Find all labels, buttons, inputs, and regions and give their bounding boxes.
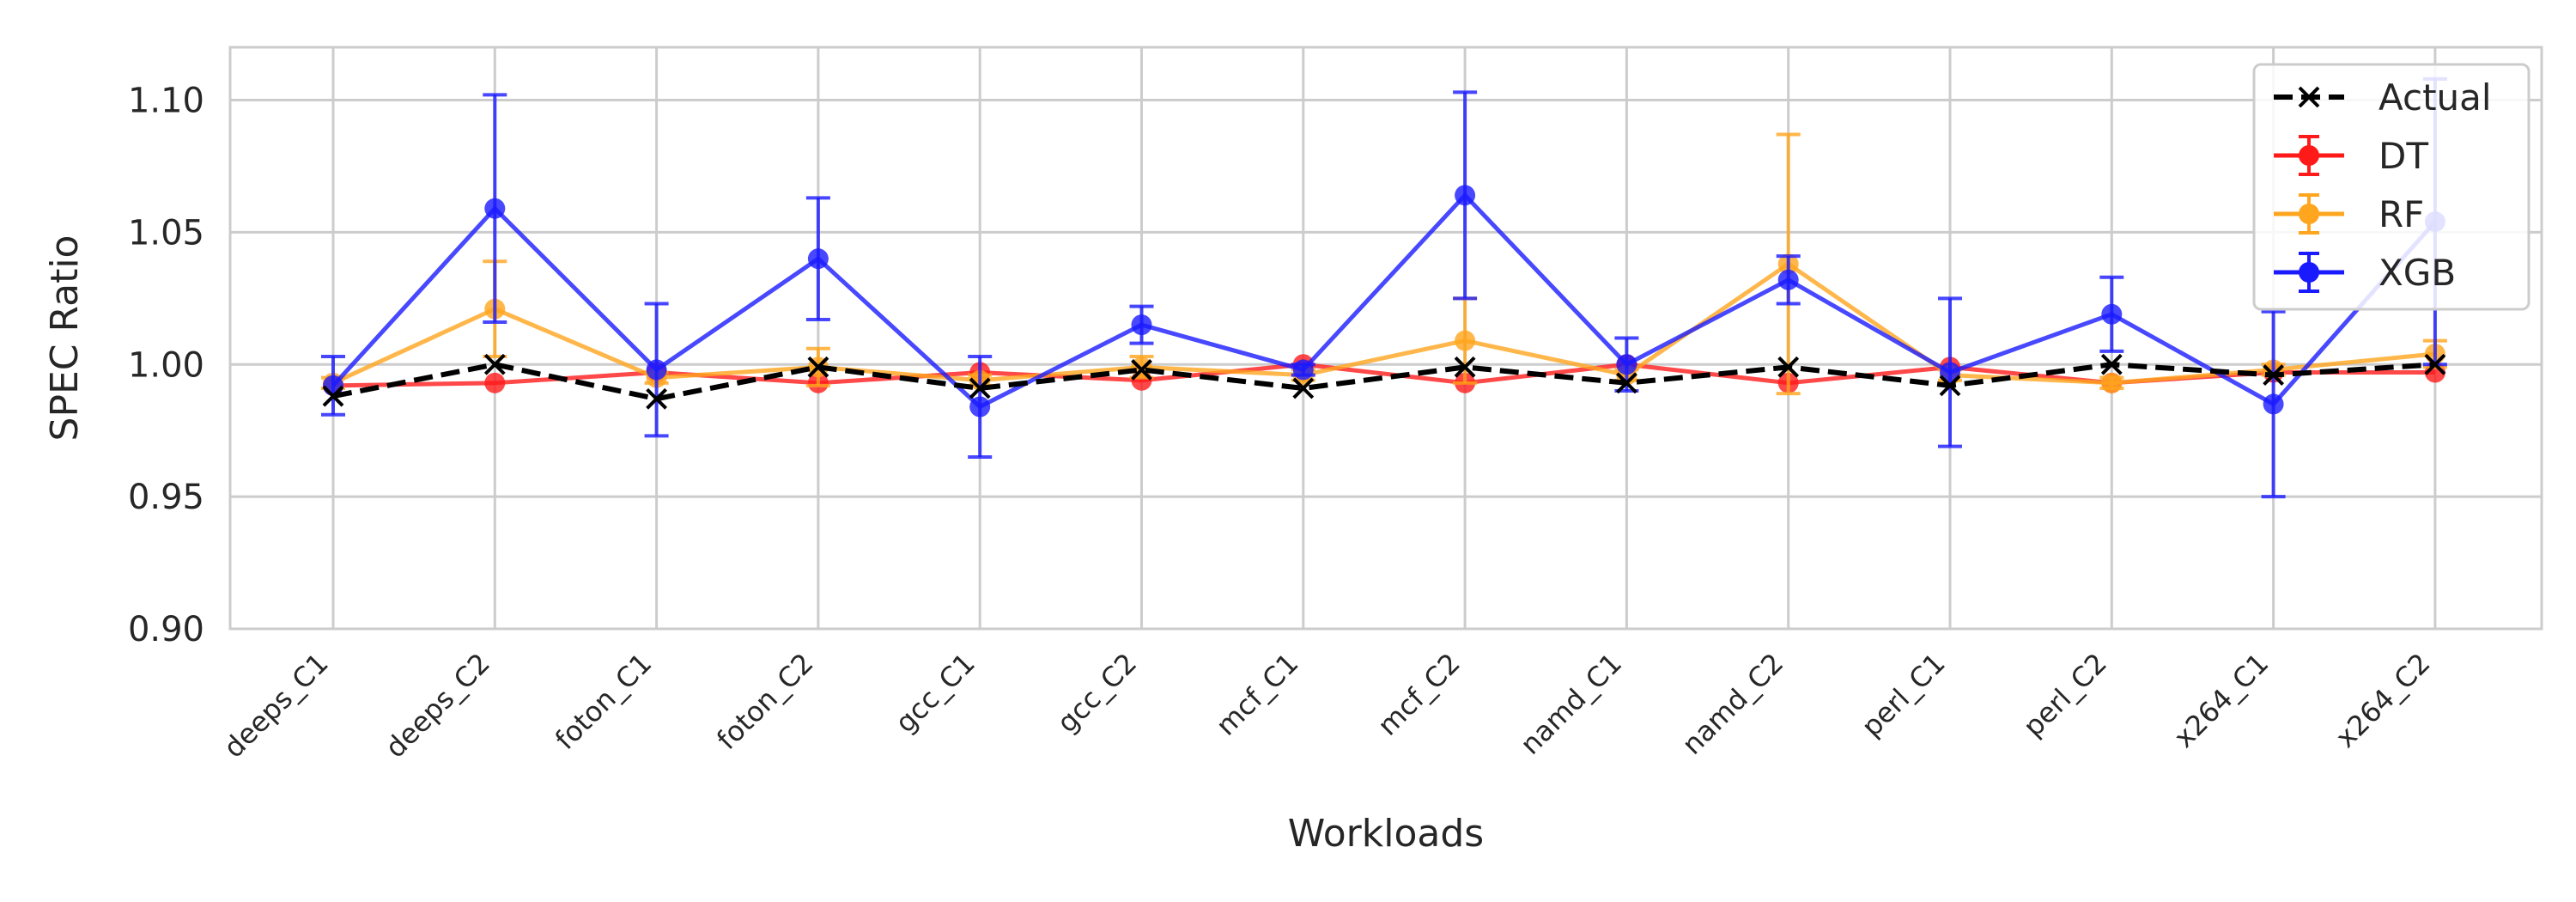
actual-marker-stroke <box>322 385 344 407</box>
legend-item-xgb: XGB <box>2274 252 2456 294</box>
rf-point <box>1455 330 1476 351</box>
x-tick-label: gcc_C1 <box>889 647 981 740</box>
actual-marker-stroke <box>807 356 829 378</box>
legend-item-actual: Actual <box>2274 76 2492 119</box>
actual-marker-stroke <box>1777 356 1800 378</box>
legend-marker <box>2299 262 2319 283</box>
rf-point <box>1131 357 1152 378</box>
xgb-point <box>646 359 667 381</box>
actual-point <box>1131 359 1152 381</box>
legend-marker <box>2298 86 2320 108</box>
actual-point <box>646 387 668 410</box>
actual-line <box>332 362 2436 402</box>
legend-label: XGB <box>2379 252 2456 294</box>
rf-point <box>2101 372 2123 393</box>
legend-item-rf: RF <box>2274 193 2424 235</box>
actual-point <box>1292 377 1315 399</box>
legend-box <box>2252 63 2530 311</box>
y-axis-label: SPEC Ratio <box>43 235 87 442</box>
actual-marker-stroke <box>1131 359 1152 381</box>
xgb-line <box>331 192 2437 410</box>
x-tick-label: mcf_C2 <box>1371 647 1467 742</box>
x-tick-label: perl_C2 <box>2017 647 2113 743</box>
plot-frame <box>228 46 2543 631</box>
actual-marker-stroke <box>1454 356 1476 378</box>
actual-marker-stroke <box>969 377 991 399</box>
actual-point <box>807 356 829 378</box>
plot-area <box>321 76 2447 499</box>
y-tick-label: 0.95 <box>128 478 204 517</box>
x-tick-label: deeps_C2 <box>379 647 496 765</box>
actual-marker-stroke <box>1615 372 1637 394</box>
y-tick-label: 0.90 <box>128 610 204 649</box>
y-tick-label: 1.10 <box>128 82 204 121</box>
xgb-point <box>1292 359 1314 381</box>
actual-point <box>969 377 991 399</box>
legend-marker <box>2299 145 2319 166</box>
grid <box>230 47 2542 631</box>
actual-marker-stroke <box>2100 353 2123 375</box>
x-tick-label: gcc_C2 <box>1051 647 1144 740</box>
xgb-point <box>2263 393 2284 415</box>
legend: Actual DT RF XGB <box>2252 63 2530 311</box>
actual-marker-stroke <box>646 387 668 410</box>
actual-point <box>2100 353 2123 375</box>
actual-marker-stroke <box>483 353 506 375</box>
xgb-point <box>1940 362 1960 383</box>
series-actual <box>322 353 2446 410</box>
actual-point <box>2424 353 2446 375</box>
legend-label: Actual <box>2379 76 2492 119</box>
plot-background <box>230 47 2542 629</box>
xgb-point <box>1455 185 1476 206</box>
dt-point <box>484 372 506 393</box>
actual-point <box>1454 356 1476 378</box>
x-axis-label: Workloads <box>1288 812 1484 856</box>
xgb-point <box>1131 314 1152 336</box>
xgb-point <box>2101 303 2123 325</box>
x-tick-label: mcf_C1 <box>1210 647 1305 742</box>
actual-point <box>2263 364 2285 386</box>
x-tick-label: namd_C1 <box>1514 647 1628 761</box>
actual-point <box>322 385 344 407</box>
actual-marker-stroke <box>2263 364 2285 386</box>
actual-point <box>1777 356 1800 378</box>
legend-label: RF <box>2379 193 2424 235</box>
series-xgb <box>321 76 2447 499</box>
xgb-point <box>1777 269 1799 290</box>
xgb-point <box>1616 354 1637 375</box>
actual-point <box>1615 372 1637 394</box>
y-tick-label: 1.00 <box>128 345 204 385</box>
x-axis-ticks: deeps_C1 deeps_C2 foton_C1 foton_C2 gcc_C1 gc… <box>217 647 2437 765</box>
x-tick-label: perl_C1 <box>1855 647 1951 743</box>
x-tick-label: x264_C2 <box>2330 647 2437 754</box>
xgb-point <box>807 248 829 270</box>
y-axis-ticks: 0.90 0.95 1.00 1.05 1.10 <box>128 82 204 649</box>
rf-line <box>331 261 2436 386</box>
x-tick-label: foton_C2 <box>710 647 819 756</box>
x-tick-label: namd_C2 <box>1675 647 1789 761</box>
xgb-point <box>969 396 991 417</box>
xgb-point <box>484 198 506 219</box>
actual-point <box>1939 375 1961 397</box>
y-tick-label: 1.05 <box>128 213 204 253</box>
actual-marker-stroke <box>1292 377 1315 399</box>
x-tick-label: x264_C1 <box>2167 647 2275 754</box>
x-tick-label: foton_C1 <box>549 647 658 756</box>
x-tick-label: deeps_C1 <box>217 647 335 765</box>
actual-marker-stroke <box>2424 353 2446 375</box>
legend-label: DT <box>2379 135 2428 177</box>
legend-item-dt: DT <box>2274 135 2428 177</box>
actual-marker-stroke <box>1939 375 1961 397</box>
actual-point <box>483 353 506 375</box>
legend-marker <box>2299 204 2319 224</box>
